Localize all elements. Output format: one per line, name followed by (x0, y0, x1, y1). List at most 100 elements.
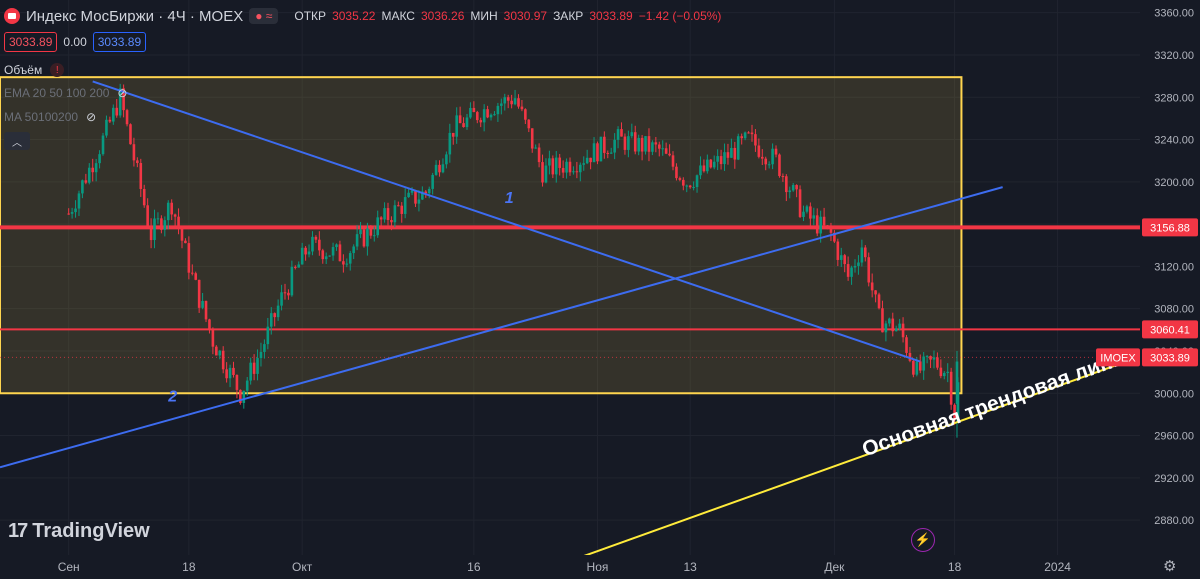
candle-body (197, 279, 201, 308)
candle-body (541, 162, 544, 183)
candle-body (651, 142, 654, 152)
candle-body (592, 143, 596, 163)
hidden-eye-icon[interactable]: ⊘ (117, 86, 128, 100)
time-tick-label: 2024 (1044, 560, 1071, 574)
candle-body (802, 211, 805, 217)
ema-legend[interactable]: EMA 20 50 100 200 ⊘ (4, 86, 127, 100)
candle-body (812, 215, 816, 219)
candle-body (795, 185, 798, 190)
candle-body (112, 107, 115, 122)
collapse-legend-button[interactable]: ︿ (4, 132, 30, 150)
hidden-eye-icon[interactable]: ⊘ (86, 110, 97, 124)
low-value: 3030.97 (503, 9, 548, 23)
sell-button[interactable]: 3033.89 (4, 32, 58, 52)
candle-body (839, 255, 843, 260)
trade-buttons: 3033.89 0.00 3033.89 (4, 32, 147, 52)
price-tag-label: 3060.41 (1150, 324, 1190, 336)
warning-icon[interactable]: ! (50, 63, 65, 77)
low-label: МИН (470, 9, 498, 23)
candle-body (472, 107, 476, 113)
candle-body (702, 165, 706, 172)
gear-icon[interactable]: ⚙ (1163, 558, 1177, 575)
open-value: 3035.22 (332, 9, 376, 23)
price-tick-label: 3120.00 (1154, 261, 1194, 273)
candle-body (307, 251, 311, 255)
close-label: ЗАКР (553, 9, 584, 23)
candle-body (922, 356, 925, 371)
candle-body (826, 225, 829, 227)
candle-body (719, 156, 723, 165)
high-label: МАКС (381, 9, 415, 23)
candle-body (675, 166, 678, 179)
candle-body (548, 158, 551, 166)
candle-body (421, 191, 424, 200)
buy-button[interactable]: 3033.89 (92, 32, 147, 52)
candle-body (898, 323, 901, 329)
candle-body (249, 362, 252, 381)
candle-body (537, 147, 541, 163)
volume-legend[interactable]: Объём ! (4, 63, 65, 77)
candle-body (98, 154, 101, 164)
candle-body (328, 255, 331, 257)
candle-body (115, 107, 119, 116)
candle-body (712, 161, 716, 168)
candle-body (805, 206, 809, 212)
candle-body (348, 253, 352, 264)
candle-body (489, 114, 493, 118)
candle-body (671, 155, 675, 167)
price-tag (1142, 218, 1198, 237)
ma-legend[interactable]: MA 50100200 ⊘ (4, 110, 96, 124)
candle-body (833, 232, 836, 242)
price-tag-label: 3156.88 (1150, 222, 1190, 234)
candle-body (554, 157, 558, 175)
candle-body (740, 136, 743, 139)
candle-body (791, 185, 795, 191)
candle-body (170, 202, 173, 215)
candle-body (294, 266, 297, 268)
candle-body (733, 147, 737, 160)
candle-body (798, 189, 802, 217)
candle-body (84, 180, 88, 183)
candle-body (81, 180, 84, 194)
candle-body (146, 205, 149, 226)
candle-body (242, 390, 246, 403)
candle-body (410, 190, 414, 193)
candle-body (321, 250, 325, 260)
trend-line-blue (0, 186, 1003, 469)
candle-body (565, 161, 568, 173)
price-tick-label: 3320.00 (1154, 50, 1194, 62)
candle-body (836, 241, 840, 260)
candle-body (77, 193, 81, 209)
volume-label: Объём (4, 63, 43, 77)
ema-label: EMA 20 50 100 200 (4, 86, 110, 100)
candle-body (173, 214, 177, 217)
candle-body (67, 213, 70, 215)
candle-body (678, 178, 682, 180)
candle-body (132, 144, 136, 161)
candle-body (108, 119, 112, 122)
candle-body (864, 247, 867, 258)
bars-status-icon[interactable]: ● ≈ (249, 8, 279, 24)
candle-body (451, 132, 455, 137)
candle-body (599, 136, 603, 162)
candle-body (105, 119, 108, 136)
candle-body (70, 212, 74, 214)
candle-body (441, 164, 445, 173)
candle-body (822, 216, 826, 226)
candle-body (269, 313, 273, 327)
candle-body (517, 98, 520, 107)
candle-body (228, 367, 232, 379)
moex-logo-icon (4, 8, 20, 24)
candle-body (668, 153, 671, 156)
candle-body (572, 171, 575, 173)
lightning-icon[interactable]: ⚡ (911, 528, 935, 552)
candle-body (276, 305, 280, 318)
symbol-title[interactable]: Индекс МосБиржи · 4Ч · MOEX (26, 7, 244, 25)
candle-body (661, 148, 665, 150)
candle-body (455, 115, 458, 137)
candle-body (149, 225, 153, 241)
candle-body (750, 132, 754, 135)
candle-body (774, 148, 778, 155)
candle-body (448, 132, 452, 155)
